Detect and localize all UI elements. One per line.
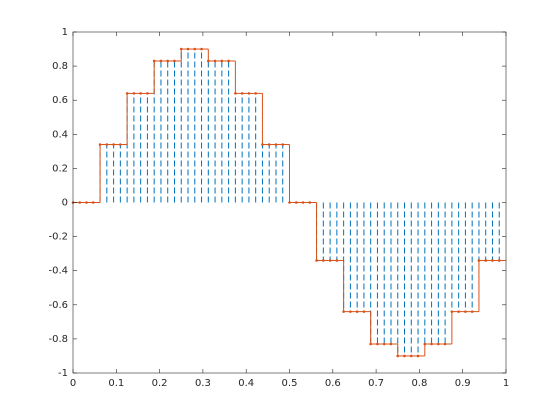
y-tick-label: 0.4 [52,129,68,140]
y-tick-label: 0.8 [52,61,68,72]
y-tick-label: 0.2 [52,163,68,174]
x-tick-label: 0.6 [325,378,341,389]
x-tick-label: 0.5 [282,378,298,389]
x-tick-label: 0.7 [368,378,384,389]
x-tick-label: 0.4 [238,378,254,389]
x-tick-label: 0.1 [108,378,124,389]
y-tick-label: -0.4 [48,266,68,277]
x-tick-label: 0.3 [195,378,211,389]
x-tick-label: 0.9 [455,378,471,389]
x-tick-label: 0.2 [152,378,168,389]
y-tick-label: -0.8 [48,334,68,345]
y-tick-label: -1 [58,368,68,379]
x-tick-label: 0.8 [411,378,427,389]
x-tick-label: 0 [70,378,76,389]
y-tick-label: 0.6 [52,95,68,106]
y-tick-label: 0 [62,198,68,209]
x-tick-label: 1 [503,378,509,389]
y-tick-label: 1 [62,27,68,38]
y-tick-label: -0.6 [48,300,68,311]
y-tick-label: -0.2 [48,232,68,243]
